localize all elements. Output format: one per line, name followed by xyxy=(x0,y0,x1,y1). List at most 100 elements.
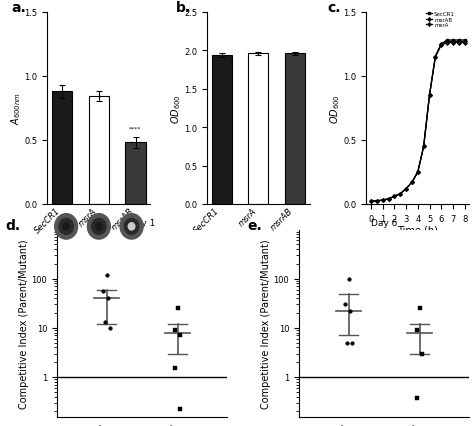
Point xyxy=(177,332,184,339)
SecCR1 xyxy=(462,38,467,43)
msrAB xyxy=(380,198,385,203)
msrA xyxy=(380,198,385,203)
msrA xyxy=(432,55,438,60)
Y-axis label: Competitive Index (Parent/Mutant): Competitive Index (Parent/Mutant) xyxy=(261,239,271,409)
Circle shape xyxy=(59,219,73,235)
Text: d.: d. xyxy=(6,219,21,233)
SecCR1 xyxy=(392,194,397,199)
msrAB xyxy=(386,197,392,202)
msrA xyxy=(397,192,403,197)
msrA xyxy=(438,43,444,49)
Text: a.: a. xyxy=(11,1,26,15)
Circle shape xyxy=(87,214,110,239)
msrAB xyxy=(403,187,409,192)
Point xyxy=(174,305,182,312)
Point xyxy=(103,272,110,279)
X-axis label: Time (h): Time (h) xyxy=(397,225,438,235)
SecCR1 xyxy=(368,199,374,204)
Bar xyxy=(285,54,305,204)
Point xyxy=(171,365,179,372)
Title: Day 6: Day 6 xyxy=(371,219,397,228)
Text: b.: b. xyxy=(176,1,191,15)
msrAB xyxy=(462,40,467,45)
msrA xyxy=(409,180,415,185)
msrA xyxy=(403,187,409,192)
Circle shape xyxy=(128,223,135,230)
Circle shape xyxy=(120,214,143,239)
msrAB xyxy=(415,170,420,175)
msrAB xyxy=(432,55,438,60)
msrAB xyxy=(444,40,450,45)
SecCR1 xyxy=(450,38,456,43)
Circle shape xyxy=(55,214,78,239)
Point xyxy=(172,327,179,334)
msrA xyxy=(450,41,456,46)
Point xyxy=(413,394,420,401)
Point xyxy=(416,305,423,312)
msrAB xyxy=(438,42,444,47)
msrAB xyxy=(450,40,456,45)
Text: ****: **** xyxy=(129,127,142,132)
msrA xyxy=(386,197,392,202)
Circle shape xyxy=(124,219,139,235)
msrAB xyxy=(427,93,432,98)
Bar xyxy=(211,56,232,204)
Line: SecCR1: SecCR1 xyxy=(370,40,466,203)
Point xyxy=(106,325,114,331)
msrAB xyxy=(392,194,397,199)
Bar xyxy=(52,92,72,204)
msrA xyxy=(462,41,467,46)
Point xyxy=(419,350,426,357)
Y-axis label: Competitive Index (Parent/Mutant): Competitive Index (Parent/Mutant) xyxy=(18,239,28,409)
msrA xyxy=(374,199,380,204)
Title: Day 1: Day 1 xyxy=(129,219,155,228)
Bar xyxy=(126,143,146,204)
Circle shape xyxy=(91,219,106,235)
Point xyxy=(345,276,352,282)
Bar xyxy=(248,54,268,204)
Point xyxy=(101,319,109,326)
msrA xyxy=(444,41,450,46)
Point xyxy=(99,288,107,295)
Point xyxy=(176,406,183,413)
msrAB xyxy=(456,40,462,45)
SecCR1 xyxy=(421,144,427,150)
SecCR1 xyxy=(380,198,385,203)
Y-axis label: $A_{600nm}$: $A_{600nm}$ xyxy=(9,92,23,125)
Point xyxy=(348,340,356,346)
msrA xyxy=(368,199,374,204)
msrA xyxy=(456,41,462,46)
msrA xyxy=(392,194,397,199)
msrAB xyxy=(421,144,427,150)
SecCR1 xyxy=(403,187,409,192)
Text: e.: e. xyxy=(248,219,263,233)
msrA xyxy=(427,93,432,98)
Y-axis label: $OD_{600}$: $OD_{600}$ xyxy=(169,94,182,124)
Legend: SecCR1, msrAB, msrA: SecCR1, msrAB, msrA xyxy=(426,12,455,29)
msrA xyxy=(421,144,427,150)
Point xyxy=(414,327,421,334)
msrAB xyxy=(397,192,403,197)
SecCR1 xyxy=(444,38,450,43)
Line: msrAB: msrAB xyxy=(369,40,467,204)
Line: msrA: msrA xyxy=(369,41,467,204)
SecCR1 xyxy=(432,55,438,60)
Bar xyxy=(89,97,109,204)
SecCR1 xyxy=(409,180,415,185)
msrAB xyxy=(374,199,380,204)
Point xyxy=(341,301,349,308)
SecCR1 xyxy=(415,170,420,175)
SecCR1 xyxy=(427,93,432,98)
SecCR1 xyxy=(397,192,403,197)
Circle shape xyxy=(63,223,69,230)
msrAB xyxy=(409,180,415,185)
Text: c.: c. xyxy=(327,1,341,15)
Point xyxy=(346,308,354,315)
Point xyxy=(343,340,351,346)
SecCR1 xyxy=(386,197,392,202)
msrA xyxy=(415,170,420,175)
SecCR1 xyxy=(438,42,444,47)
Circle shape xyxy=(96,223,102,230)
SecCR1 xyxy=(374,199,380,204)
msrAB xyxy=(368,199,374,204)
